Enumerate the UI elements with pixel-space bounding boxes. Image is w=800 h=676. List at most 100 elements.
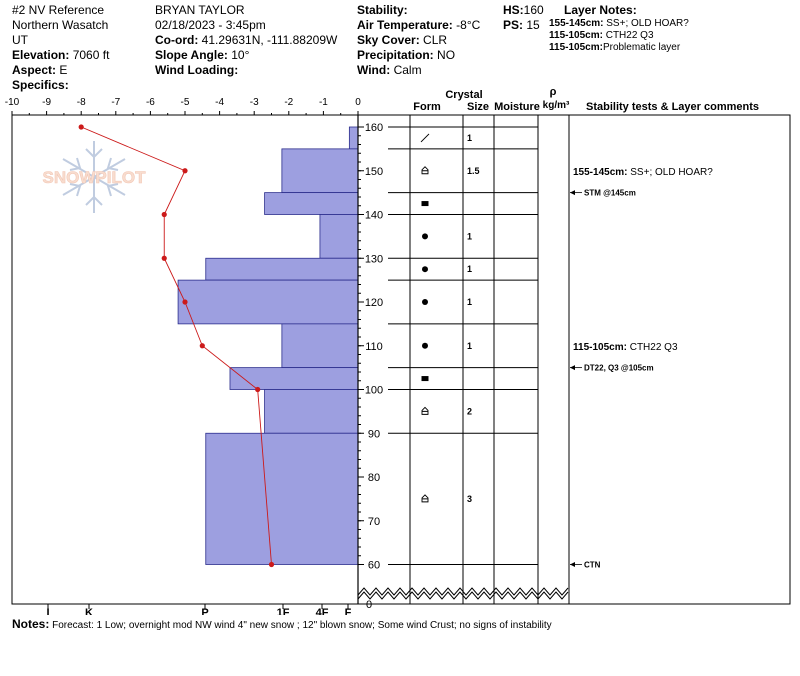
crystal-size: 1 [467,341,472,351]
hardness-bar [229,367,359,390]
sky-row: Sky Cover: CLR [357,33,448,47]
crystal-form-icon [421,376,429,382]
crust-shape [421,201,429,207]
temperature-point [161,211,167,218]
hs-row: HS:160 [503,3,544,17]
precip-value: NO [437,48,456,62]
header-crystal: Crystal [445,89,482,101]
header-layer-notes: Layer Notes: 155-145cm: SS+; OLD HOAR? 1… [549,3,689,53]
air-temp-value: -8°C [456,18,481,32]
crystal-form-icon [422,299,428,305]
aspect-value: E [59,63,68,77]
crystal-size: 1.5 [467,166,480,176]
temp-tick-label: -4 [215,97,224,108]
temp-tick-label: -3 [250,97,259,108]
wind-loading-row: Wind Loading: [155,63,239,77]
temp-tick-label: -9 [42,97,51,108]
hardness-bar [348,126,359,150]
layer-notes-label: Layer Notes: [564,3,637,17]
height-tick-label: 70 [368,516,380,528]
elevation-row: Elevation: 7060 ft [12,48,110,62]
ps-row: PS: 15 [503,18,540,32]
rg-shape [422,266,428,273]
height-tick-label: 160 [365,122,383,134]
temperature-point [182,299,188,305]
height-tick-label: 60 [368,560,380,572]
hardness-bar [264,389,359,434]
temp-tick-label: -5 [181,97,190,108]
crystal-form-icon [422,266,428,273]
hardness-bar [281,148,359,194]
state-name: UT [12,33,28,47]
sh-shape [421,166,429,175]
precip-row: Precipitation: NO [357,48,456,62]
crystal-form-icon [421,494,429,503]
crystal-size: 1 [467,297,472,307]
height-tick-label: 150 [365,166,383,178]
df-stroke [420,133,430,143]
crystal-form-icon [421,166,429,175]
specifics-row: Specifics: [12,78,69,92]
temperature-point [78,124,84,130]
header-size: Size [467,101,489,113]
hardness-tick-label: 1F [277,607,290,615]
crust-shape [421,376,429,382]
crystal-size: 3 [467,494,472,504]
header-density-unit: kg/m³ [543,100,570,111]
sh-shape [421,406,429,415]
height-tick-label: 100 [365,385,383,397]
stability-arrowhead [570,365,575,371]
temp-tick-label: -6 [146,97,155,108]
hardness-bar [205,432,359,565]
coord-row: Co-ord: 41.29631N, -111.88209W [155,33,338,47]
ps-value: 15 [526,18,540,32]
slope-row: Slope Angle: 10° [155,48,250,62]
observer-name: BRYAN TAYLOR [155,3,245,17]
temperature-point [255,386,261,393]
coord-value: 41.29631N, -111.88209W [201,33,338,47]
range-name: Northern Wasatch [12,18,109,32]
crystal-form-icon [422,342,428,349]
hardness-tick-label: P [201,607,208,615]
temp-tick-label: -8 [77,97,86,108]
height-tick-label: 130 [365,253,383,265]
header-form: Form [413,101,441,113]
notes-text: Forecast: 1 Low; overnight mod NW wind 4… [52,620,552,631]
height-tick-label: 90 [368,428,380,440]
temp-tick-label: -1 [319,97,328,108]
header-left: #2 NV Reference Northern Wasatch UT Elev… [12,3,109,93]
hs-value: 160 [523,3,544,17]
layer-comment: 115-105cm: CTH22 Q3 [573,342,678,353]
crystal-size: 1 [467,231,472,241]
hardness-tick-label: K [85,607,93,615]
header-conditions: Stability: Air Temperature: -8°C Sky Cov… [357,3,480,78]
temperature-point [199,343,205,349]
temp-tick-label: 0 [355,97,361,108]
stability-test: DT22, Q3 @105cm [584,364,654,373]
rg-shape [422,342,428,349]
axis-break [357,591,569,600]
stability-arrowhead [570,562,575,567]
crystal-size: 1 [467,133,472,143]
elevation-value: 7060 ft [72,48,110,62]
layer-note-3: 115-105cm:Problematic layer [549,42,681,53]
location-name: #2 NV Reference [12,3,105,17]
temp-tick-label: -2 [284,97,293,108]
profile-frame [11,114,791,605]
notes-label: Notes: [12,617,50,631]
crystal-size: 2 [467,406,472,416]
hardness-bar [319,214,359,259]
hardness-bar [177,279,359,325]
hardness-bar [281,323,359,369]
crystal-form-icon [421,201,429,207]
height-tick-label: 140 [365,210,383,222]
header-rho: ρ [550,86,557,98]
hardness-tick-label: I [46,607,49,615]
layer-comment: 155-145cm: SS+; OLD HOAR? [573,167,713,178]
crystal-form-icon [421,406,429,415]
header-comments: Stability tests & Layer comments [586,101,759,113]
height-tick-label: 110 [365,341,383,353]
temperature-line [81,126,272,565]
datetime: 02/18/2023 - 3:45pm [155,18,266,32]
crystal-size: 1 [467,264,472,274]
